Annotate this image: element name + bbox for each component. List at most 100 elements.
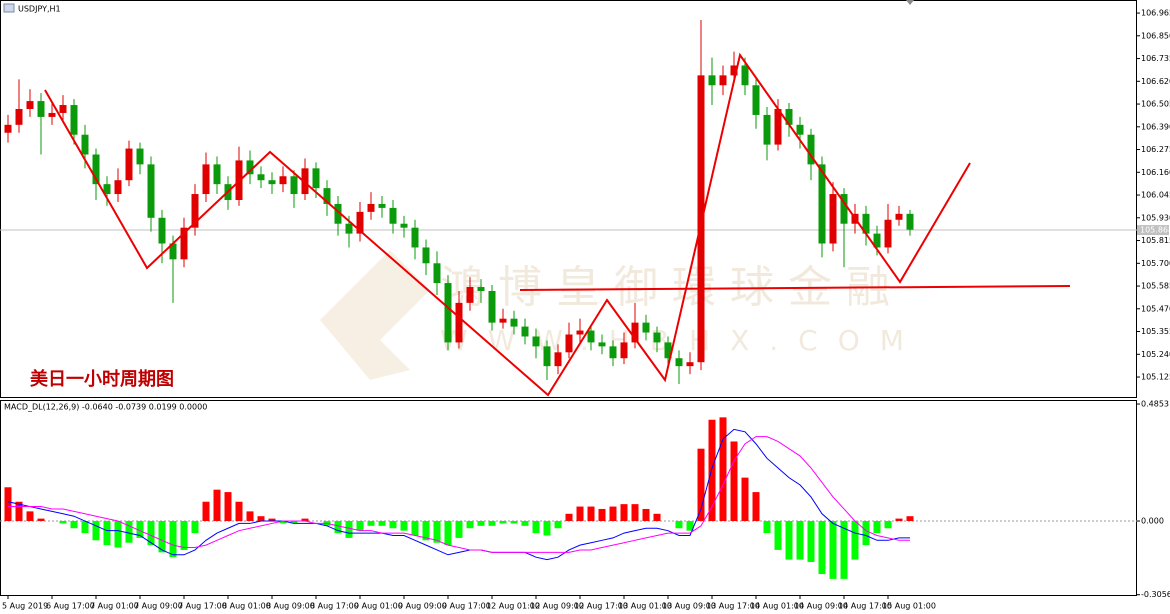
candle-body: [752, 85, 760, 115]
candle-body: [345, 223, 353, 234]
histogram-bar: [587, 506, 595, 522]
candle-body: [378, 203, 386, 208]
histogram-bar: [752, 492, 760, 522]
y-tick-label: 0.4853: [1141, 400, 1169, 409]
candle-body: [92, 154, 100, 185]
histogram-bar: [59, 521, 67, 524]
candle-body: [59, 105, 67, 113]
candle-body: [356, 211, 364, 234]
histogram-bar: [455, 521, 463, 538]
candle-body: [906, 213, 914, 230]
candle-body: [70, 105, 78, 135]
x-tick-label: 7 Aug 09:00: [134, 602, 183, 611]
candle-body: [807, 134, 815, 165]
x-tick-label: 5 Aug 2019: [2, 602, 48, 611]
histogram-bar: [400, 521, 408, 531]
candle-body: [686, 362, 694, 367]
histogram-bar: [895, 518, 903, 522]
histogram-bar: [620, 504, 628, 522]
candle-body: [895, 213, 903, 220]
histogram-bar: [246, 511, 254, 522]
histogram-bar: [37, 518, 45, 522]
candle-body: [554, 352, 562, 367]
histogram-bar: [444, 521, 452, 546]
candle-body: [312, 168, 320, 189]
x-tick-label: 9 Aug 17:00: [442, 602, 491, 611]
candle-body: [268, 180, 276, 185]
histogram-bar: [708, 419, 716, 522]
candle-body: [840, 194, 848, 224]
candle-body: [719, 75, 727, 86]
x-tick-label: 15 Aug 01:00: [882, 602, 936, 611]
horizontal-line: [519, 285, 1071, 291]
histogram-bar: [180, 521, 188, 550]
candle-body: [422, 247, 430, 264]
histogram-bar: [367, 521, 375, 526]
candle-body: [730, 65, 738, 76]
candle-body: [279, 176, 287, 185]
histogram-bar: [829, 521, 837, 579]
candle-body: [136, 148, 144, 165]
annotation: 美日一小时周期图: [30, 368, 174, 390]
histogram-bar: [543, 521, 551, 536]
candle-body: [829, 194, 837, 244]
watermark-logo: [320, 250, 430, 380]
candle-body: [191, 194, 199, 228]
histogram-bar: [290, 521, 298, 524]
histogram-bar: [422, 521, 430, 541]
histogram-bar: [147, 521, 155, 546]
histogram-bar: [532, 521, 540, 534]
candle-body: [169, 243, 177, 260]
histogram-bar: [719, 417, 727, 522]
histogram-bar: [92, 521, 100, 541]
candle-body: [389, 207, 397, 224]
x-tick-label: 9 Aug 01:00: [354, 602, 403, 611]
x-tick-label: 7 Aug 01:00: [90, 602, 139, 611]
histogram-bar: [477, 521, 485, 526]
candle-body: [510, 318, 518, 327]
candle-body: [642, 322, 650, 333]
candle-body: [180, 227, 188, 260]
x-tick-label: 6 Aug 17:00: [46, 602, 95, 611]
candle-body: [543, 346, 551, 367]
histogram-bar: [598, 508, 606, 522]
x-tick-label: 12 Aug 01:00: [486, 602, 540, 611]
candle-body: [125, 148, 133, 181]
y-tick-label: 105.585: [1141, 282, 1170, 291]
y-tick-label: 106.850: [1141, 31, 1170, 40]
histogram-bar: [554, 521, 562, 529]
x-tick-label: 14 Aug 17:00: [838, 602, 892, 611]
y-tick-label: 105.355: [1141, 327, 1170, 336]
histogram-bar: [763, 521, 771, 534]
histogram-bar: [499, 521, 507, 524]
x-tick-label: 13 Aug 09:00: [662, 602, 716, 611]
histogram-bar: [884, 521, 892, 529]
x-tick-label: 12 Aug 17:00: [574, 602, 628, 611]
histogram-bar: [488, 521, 496, 526]
y-tick-label: 106.505: [1141, 100, 1170, 109]
histogram-bar: [301, 518, 309, 522]
y-tick-label: 105.240: [1141, 350, 1170, 359]
plot-layer: 106.965 106.850 106.735 106.620 106.505 106.3…: [0, 9, 1170, 611]
candle-body: [884, 219, 892, 248]
candle-body: [521, 326, 529, 337]
macd-panel-frame: [0, 400, 1137, 596]
histogram-bar: [169, 521, 177, 558]
macd-line: [7, 428, 910, 561]
histogram-bar: [356, 521, 364, 531]
candle-body: [565, 334, 573, 353]
candle-body: [466, 287, 474, 303]
candle-body: [477, 287, 485, 291]
histogram-bar: [675, 521, 683, 529]
histogram-bar: [521, 521, 529, 526]
histogram-bar: [279, 521, 287, 524]
histogram-bar: [609, 506, 617, 522]
histogram-bar: [136, 521, 144, 538]
candle-body: [774, 108, 782, 145]
histogram-bar: [576, 506, 584, 522]
candle-body: [631, 322, 639, 343]
candle-body: [785, 108, 793, 125]
histogram-bar: [4, 487, 12, 522]
candle-body: [796, 124, 804, 135]
